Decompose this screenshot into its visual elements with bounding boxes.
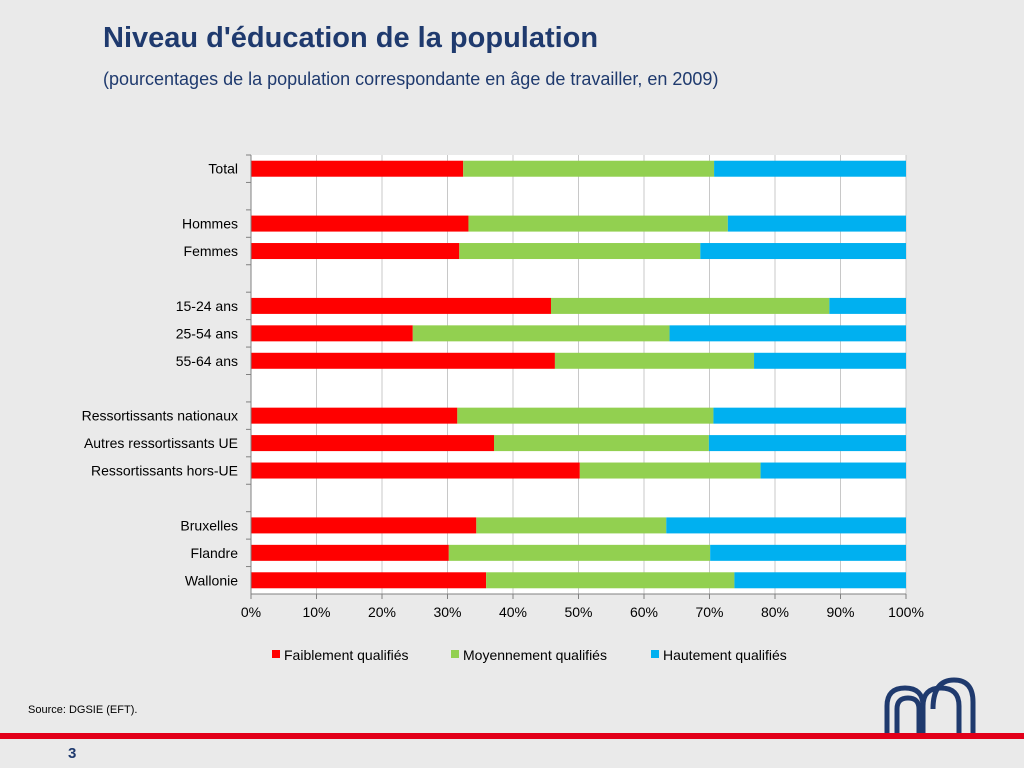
legend-label: Moyennement qualifiés: [463, 647, 607, 663]
x-tick-label: 10%: [302, 604, 330, 620]
x-tick-label: 90%: [826, 604, 854, 620]
x-tick-label: 80%: [761, 604, 789, 620]
bar-segment: [713, 407, 906, 424]
x-tick-label: 30%: [433, 604, 461, 620]
x-tick-label: 40%: [499, 604, 527, 620]
category-label: Ressortissants hors-UE: [91, 463, 238, 479]
x-tick-label: 60%: [630, 604, 658, 620]
category-label: Bruxelles: [180, 517, 238, 533]
bar-segment: [476, 517, 667, 534]
category-label: Autres ressortissants UE: [84, 435, 238, 451]
category-label: Flandre: [191, 545, 239, 561]
legend-swatch: [651, 650, 659, 658]
bar-segment: [251, 160, 464, 177]
category-label: Wallonie: [185, 572, 238, 588]
bar-segment: [554, 352, 755, 369]
x-tick-labels: 0% 10% 20% 30% 40% 50% 60% 70% 80% 90% 100%: [241, 604, 924, 620]
bar-segment: [468, 215, 728, 232]
bar-segment: [760, 462, 906, 479]
bar-segment: [579, 462, 761, 479]
bar-segment: [457, 407, 714, 424]
logo: [884, 677, 976, 734]
bar-segment: [714, 160, 906, 177]
bar-segment: [251, 544, 449, 561]
bar-segment: [666, 517, 906, 534]
bar-segment: [412, 325, 670, 342]
bar-segment: [448, 544, 711, 561]
x-tick-label: 70%: [695, 604, 723, 620]
bar-segment: [251, 517, 477, 534]
bar-segment: [251, 243, 460, 260]
category-label: Hommes: [182, 216, 238, 232]
bar-segment: [459, 243, 701, 260]
bar-segment: [708, 435, 906, 452]
bar-segment: [251, 297, 551, 314]
category-label: 25-54 ans: [176, 325, 238, 341]
bar-segment: [251, 462, 580, 479]
bar-segment: [727, 215, 906, 232]
legend-label: Hautement qualifiés: [663, 647, 787, 663]
bar-segment: [754, 352, 906, 369]
x-tick-label: 0%: [241, 604, 261, 620]
axes: [246, 154, 907, 599]
category-label: Total: [208, 161, 238, 177]
legend-swatch: [272, 650, 280, 658]
category-label: Femmes: [184, 243, 238, 259]
category-labels: Total Hommes Femmes 15-24 ans 25-54 ans 55-64…: [82, 161, 239, 589]
source-note: Source: DGSIE (EFT).: [28, 704, 138, 716]
legend: Faiblement qualifiés Moyennement qualifié…: [272, 647, 787, 663]
category-label: 15-24 ans: [176, 298, 238, 314]
x-tick-label: 50%: [564, 604, 592, 620]
bar-segment: [734, 572, 906, 589]
slide-subtitle: (pourcentages de la population correspon…: [103, 69, 719, 89]
bar-segment: [494, 435, 709, 452]
x-tick-label: 20%: [368, 604, 396, 620]
x-tick-label: 100%: [888, 604, 924, 620]
bar-segment: [251, 435, 495, 452]
category-label: Ressortissants nationaux: [82, 408, 238, 424]
footer-line: [0, 733, 1024, 739]
bar-segment: [251, 572, 487, 589]
bar-segment: [550, 297, 830, 314]
bars: [251, 160, 906, 589]
category-label: 55-64 ans: [176, 353, 238, 369]
page-number: 3: [68, 745, 77, 762]
legend-swatch: [451, 650, 459, 658]
bar-segment: [486, 572, 735, 589]
bar-segment: [669, 325, 906, 342]
bar-segment: [251, 407, 458, 424]
bar-segment: [829, 297, 906, 314]
bar-segment: [251, 325, 413, 342]
bar-segment: [463, 160, 715, 177]
bar-segment: [251, 352, 555, 369]
stacked-bar-chart: Total Hommes Femmes 15-24 ans 25-54 ans 55-64…: [82, 154, 924, 663]
legend-label: Faiblement qualifiés: [284, 647, 409, 663]
bar-segment: [251, 215, 469, 232]
bar-segment: [700, 243, 906, 260]
slide-title: Niveau d'éducation de la population: [103, 22, 599, 54]
bar-segment: [710, 544, 906, 561]
